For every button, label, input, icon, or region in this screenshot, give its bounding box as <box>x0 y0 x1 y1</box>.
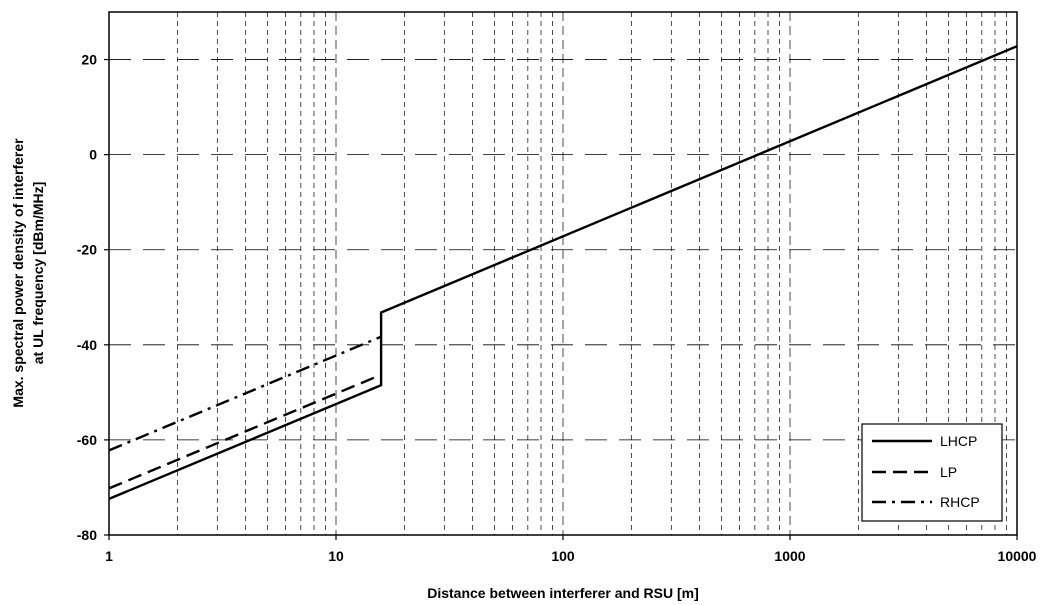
x-tick-label: 10000 <box>998 548 1037 564</box>
y-tick-label: 0 <box>89 147 97 163</box>
y-tick-label: -80 <box>77 527 97 543</box>
series-line-lhcp <box>108 45 1018 501</box>
y-tick-label: 20 <box>81 52 97 68</box>
y-axis-ticks: -80 -60 -40 -20 0 20 <box>77 52 109 543</box>
legend-label-rhcp: RHCP <box>940 494 980 510</box>
x-tick-label: 1000 <box>774 548 805 564</box>
series-lines <box>108 45 1018 501</box>
legend-label-lp: LP <box>940 464 957 480</box>
series-line-lp <box>108 373 382 490</box>
x-axis-label: Distance between interferer and RSU [m] <box>427 585 699 601</box>
y-tick-label: -60 <box>77 432 97 448</box>
legend: LHCP LP RHCP <box>861 423 1003 522</box>
legend-label-lhcp: LHCP <box>940 433 977 449</box>
x-tick-label: 10 <box>328 548 344 564</box>
x-tick-label: 1 <box>105 548 113 564</box>
x-axis-ticks: 1 10 100 1000 10000 <box>105 535 1037 564</box>
y-tick-label: -20 <box>77 242 97 258</box>
y-axis-label: Max. spectral power density of interfere… <box>10 138 46 408</box>
series-line-rhcp <box>108 335 382 452</box>
y-axis-label-line-2: at UL frequency [dBm/MHz] <box>30 182 46 365</box>
y-tick-label: -40 <box>77 337 97 353</box>
y-axis-label-line-1: Max. spectral power density of interfere… <box>10 138 26 408</box>
x-tick-label: 100 <box>551 548 575 564</box>
